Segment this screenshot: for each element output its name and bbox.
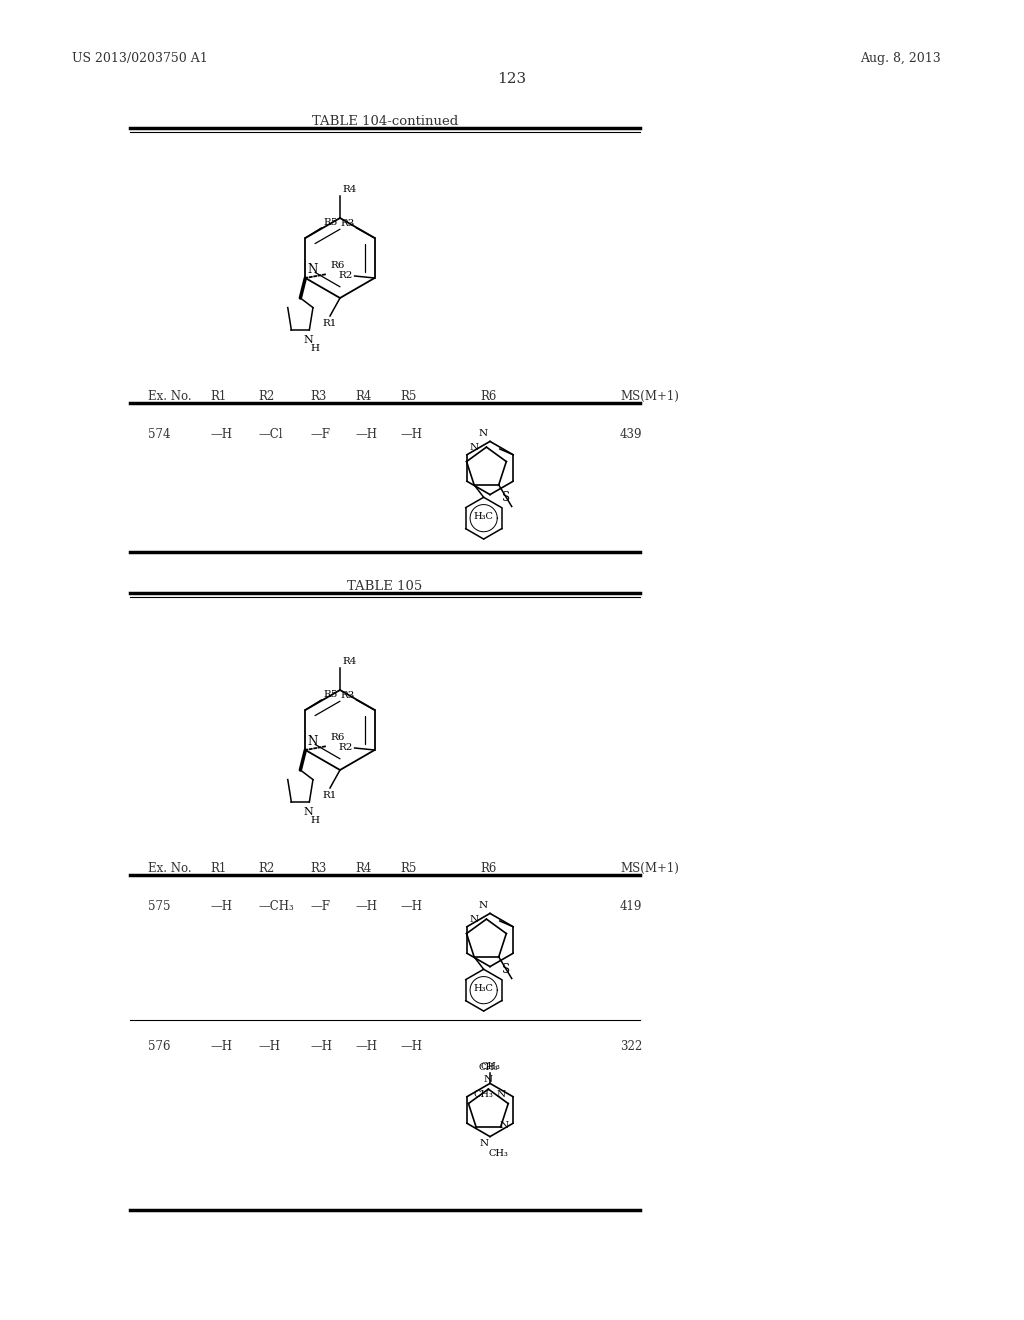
Text: R4: R4 (355, 389, 372, 403)
Text: H: H (310, 816, 319, 825)
Text: N: N (470, 442, 479, 451)
Text: 123: 123 (498, 73, 526, 86)
Text: R2: R2 (258, 862, 274, 875)
Text: R2: R2 (258, 389, 274, 403)
Text: N: N (479, 902, 488, 911)
Text: 439: 439 (620, 428, 642, 441)
Text: CH₃: CH₃ (473, 1089, 494, 1098)
Text: N: N (307, 735, 317, 748)
Text: R5: R5 (324, 690, 338, 700)
Text: TABLE 105: TABLE 105 (347, 579, 423, 593)
Text: —H: —H (210, 900, 232, 913)
Text: R1: R1 (210, 389, 226, 403)
Text: N: N (303, 335, 313, 345)
Text: N: N (496, 1089, 505, 1098)
Text: —CH₃: —CH₃ (258, 900, 294, 913)
Text: S: S (502, 962, 510, 975)
Text: —H: —H (310, 1040, 332, 1053)
Text: R3: R3 (340, 690, 354, 700)
Text: Aug. 8, 2013: Aug. 8, 2013 (860, 51, 941, 65)
Text: Ex. No.: Ex. No. (148, 389, 191, 403)
Text: N: N (479, 429, 488, 438)
Text: R3: R3 (310, 389, 327, 403)
Text: H: H (310, 345, 319, 352)
Text: TABLE 104-continued: TABLE 104-continued (312, 115, 458, 128)
Text: —F: —F (310, 428, 330, 441)
Text: H₃C: H₃C (474, 512, 494, 520)
Text: —F: —F (310, 900, 330, 913)
Text: N: N (479, 1139, 488, 1148)
Text: —H: —H (355, 428, 377, 441)
Text: R6: R6 (480, 862, 497, 875)
Text: CH₃: CH₃ (480, 1063, 500, 1072)
Text: 575: 575 (148, 900, 171, 913)
Text: R3: R3 (340, 219, 354, 228)
Text: —H: —H (355, 1040, 377, 1053)
Text: US 2013/0203750 A1: US 2013/0203750 A1 (72, 51, 208, 65)
Text: N: N (470, 915, 479, 924)
Text: —H: —H (400, 900, 422, 913)
Text: N: N (307, 263, 317, 276)
Text: R6: R6 (331, 261, 345, 271)
Text: —H: —H (258, 1040, 280, 1053)
Text: 322: 322 (620, 1040, 642, 1053)
Text: 419: 419 (620, 900, 642, 913)
Text: 574: 574 (148, 428, 171, 441)
Text: R5: R5 (400, 389, 417, 403)
Text: N: N (483, 1074, 493, 1084)
Text: —H: —H (400, 1040, 422, 1053)
Text: R6: R6 (480, 389, 497, 403)
Text: N: N (303, 807, 313, 817)
Text: R6: R6 (331, 733, 345, 742)
Text: R5: R5 (400, 862, 417, 875)
Text: R4: R4 (342, 185, 356, 194)
Text: R1: R1 (323, 791, 337, 800)
Text: N: N (500, 1121, 509, 1130)
Text: R1: R1 (323, 319, 337, 327)
Text: R1: R1 (210, 862, 226, 875)
Text: 576: 576 (148, 1040, 171, 1053)
Text: R4: R4 (342, 657, 356, 667)
Text: R3: R3 (310, 862, 327, 875)
Text: R2: R2 (338, 743, 352, 752)
Text: H₃C: H₃C (474, 983, 494, 993)
Text: —Cl: —Cl (258, 428, 283, 441)
Text: MS(M+1): MS(M+1) (620, 389, 679, 403)
Text: —H: —H (210, 428, 232, 441)
Text: Ex. No.: Ex. No. (148, 862, 191, 875)
Text: CH₃: CH₃ (488, 1148, 508, 1158)
Text: R4: R4 (355, 862, 372, 875)
Text: —H: —H (210, 1040, 232, 1053)
Text: —H: —H (355, 900, 377, 913)
Text: CH₃: CH₃ (478, 1063, 499, 1072)
Text: R5: R5 (324, 218, 338, 227)
Text: —H: —H (400, 428, 422, 441)
Text: MS(M+1): MS(M+1) (620, 862, 679, 875)
Text: R2: R2 (338, 272, 352, 281)
Text: S: S (502, 491, 510, 504)
